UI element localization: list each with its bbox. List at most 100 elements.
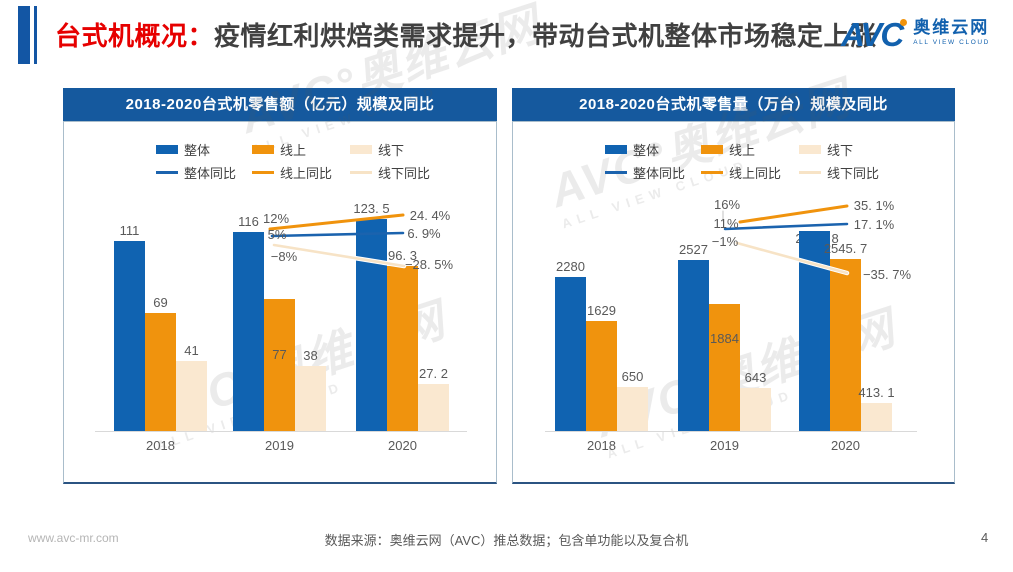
avc-logo-text: AVC — [841, 16, 904, 53]
legend-line-swatch-icon — [252, 171, 274, 174]
growth-pct-label: 6. 9% — [407, 226, 441, 241]
legend-item-line-4: 线上同比 — [252, 163, 332, 182]
growth-line-整体同比 — [723, 222, 849, 231]
x-axis-label-2018: 2018 — [146, 438, 175, 453]
growth-pct-label: −28. 5% — [404, 257, 454, 272]
bar-value-label: 123. 5 — [353, 201, 390, 216]
growth-pct-label: 12% — [262, 211, 290, 226]
avc-logo-tagline: ALL VIEW CLOUD — [913, 39, 990, 46]
bar-c0-s0-2019 — [233, 232, 264, 431]
chart-title-retail-volume: 2018-2020台式机零售量（万台）规模及同比 — [512, 88, 955, 121]
bar-value-label: 2280 — [556, 259, 585, 274]
bar-c0-s1-2018 — [145, 313, 176, 431]
x-axis-label-2019: 2019 — [710, 438, 739, 453]
avc-logo-name: 奥维云网 — [913, 18, 990, 37]
title-accent-bar-thin — [34, 6, 37, 64]
legend-line-swatch-icon — [701, 171, 723, 174]
legend-label: 线上 — [729, 143, 756, 158]
bar-value-label: 77 — [272, 347, 287, 362]
growth-pct-label: 35. 1% — [853, 198, 895, 213]
bar-value-label: 116 — [238, 214, 259, 229]
x-axis-line — [95, 431, 467, 432]
x-axis-label-2018: 2018 — [587, 438, 616, 453]
growth-pct-label: 17. 1% — [853, 217, 895, 232]
legend-item-bar-2: 线下 — [799, 140, 853, 159]
legend-item-line-5: 线下同比 — [799, 163, 879, 182]
legend-label: 线下同比 — [378, 166, 431, 181]
legend-item-line-5: 线下同比 — [350, 163, 430, 182]
legend-label: 线上同比 — [729, 166, 782, 181]
legend-item-bar-0: 整体 — [605, 140, 659, 159]
growth-pct-label: 16% — [713, 197, 741, 212]
legend-bar-swatch-icon — [605, 145, 627, 154]
bar-c1-s0-2020 — [799, 231, 830, 431]
bar-value-label: 27. 2 — [419, 366, 448, 381]
legend-label: 整体同比 — [633, 166, 686, 181]
bar-value-label: 650 — [621, 369, 644, 384]
bar-value-label: 38 — [303, 348, 318, 363]
bar-c1-s0-2019 — [678, 260, 709, 431]
footer-website: www.avc-mr.com — [28, 531, 119, 545]
legend-item-line-3: 整体同比 — [605, 163, 685, 182]
legend-line-swatch-icon — [799, 171, 821, 174]
bar-value-label: 69 — [153, 295, 168, 310]
legend-line-swatch-icon — [156, 171, 178, 174]
bar-c0-s1-2020 — [387, 266, 418, 431]
bar-value-label: 413. 1 — [858, 385, 895, 400]
legend-bar-swatch-icon — [156, 145, 178, 154]
x-axis-label-2019: 2019 — [265, 438, 294, 453]
legend-item-bar-2: 线下 — [350, 140, 404, 159]
growth-line-线上同比 — [738, 204, 849, 224]
legend-label: 线下 — [827, 143, 854, 158]
bar-value-label: 1884 — [710, 331, 739, 346]
growth-pct-label: −35. 7% — [862, 267, 912, 282]
page-title: 台式机概况：疫情红利烘焙类需求提升，带动台式机整体市场稳定上涨 — [55, 16, 877, 53]
footer-data-source: 数据来源：奥维云网（AVC）推总数据；包含单功能以及复合机 — [324, 533, 689, 548]
bar-value-label: 1629 — [587, 303, 616, 318]
growth-pct-label: 24. 4% — [409, 208, 451, 223]
bar-c1-s2-2020 — [861, 403, 892, 431]
legend-item-bar-1: 线上 — [252, 140, 306, 159]
bar-c1-s2-2019 — [740, 388, 771, 431]
x-axis-label-2020: 2020 — [388, 438, 417, 453]
growth-pct-label: 5% — [267, 227, 287, 242]
bar-c1-s1-2020 — [830, 259, 861, 431]
legend-bar-swatch-icon — [799, 145, 821, 154]
growth-pct-label: 11% — [713, 216, 739, 231]
legend-label: 整体 — [633, 143, 660, 158]
legend-line-swatch-icon — [605, 171, 627, 174]
bar-c1-s1-2019 — [709, 304, 740, 431]
legend-label: 线下同比 — [827, 166, 880, 181]
legend-label: 线下 — [378, 143, 405, 158]
bar-c0-s1-2019 — [264, 299, 295, 431]
x-axis-label-2020: 2020 — [831, 438, 860, 453]
avc-logo-dot-icon — [900, 19, 908, 26]
bar-value-label: 41 — [184, 343, 199, 358]
bar-c1-s1-2018 — [586, 321, 617, 431]
growth-pct-label: −1% — [711, 234, 739, 249]
page-title-section: 台式机概况： — [55, 21, 215, 51]
legend-item-line-4: 线上同比 — [701, 163, 781, 182]
growth-pct-label: −8% — [270, 249, 298, 264]
footer-page-number: 4 — [981, 530, 989, 545]
legend-bar-swatch-icon — [701, 145, 723, 154]
bar-c0-s2-2020 — [418, 384, 449, 431]
x-axis-line — [545, 431, 917, 432]
title-accent-bar — [18, 6, 30, 64]
legend-item-line-3: 整体同比 — [156, 163, 236, 182]
bar-value-label: 2527 — [679, 242, 708, 257]
legend-bar-swatch-icon — [350, 145, 372, 154]
chart-title-retail-value: 2018-2020台式机零售额（亿元）规模及同比 — [63, 88, 497, 121]
bar-c0-s0-2020 — [356, 219, 387, 431]
legend-item-bar-1: 线上 — [701, 140, 755, 159]
bar-value-label: 643 — [744, 370, 767, 385]
legend-label: 线上 — [280, 143, 307, 158]
bar-c0-s0-2018 — [114, 241, 145, 431]
bar-c0-s2-2018 — [176, 361, 207, 431]
legend-label: 整体同比 — [184, 166, 237, 181]
page-title-text: 疫情红利烘焙类需求提升，带动台式机整体市场稳定上涨 — [214, 21, 877, 51]
avc-logo: AVC 奥维云网 ALL VIEW CLOUD — [841, 16, 990, 54]
